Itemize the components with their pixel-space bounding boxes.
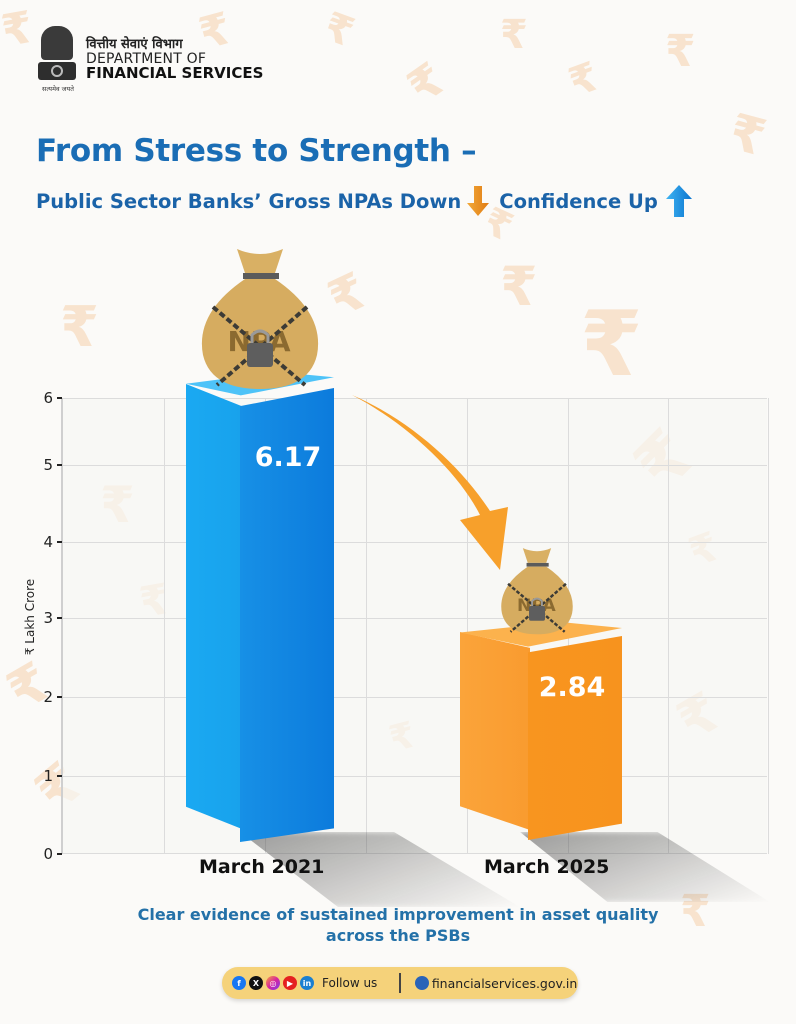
y-tick: 4 — [38, 533, 62, 551]
x-label-march-2021: March 2021 — [199, 856, 325, 878]
chart-caption: Clear evidence of sustained improvement … — [0, 905, 796, 947]
emblem-motto: सत्यमेव जयते — [42, 85, 74, 93]
npa-bar-chart: 6 5 4 3 2 1 0 ₹ Lakh Crore 6.17 2.84 NPA — [23, 249, 770, 907]
caption-line-2: across the PSBs — [325, 925, 471, 945]
bar-value-label: 2.84 — [538, 672, 606, 703]
npa-money-bag-icon: NPA — [501, 548, 573, 635]
y-tick: 0 — [38, 845, 62, 863]
y-tick: 1 — [38, 767, 62, 785]
globe-icon — [414, 976, 429, 990]
npa-money-bag-icon: NPA — [201, 249, 319, 389]
y-tick: 2 — [38, 688, 62, 706]
y-tick: 6 — [38, 389, 62, 407]
y-tick: 5 — [38, 456, 62, 474]
website-link[interactable]: financialservices.gov.in — [431, 975, 578, 991]
national-emblem-icon: सत्यमेव जयते — [36, 26, 78, 94]
x-icon[interactable]: X — [249, 976, 263, 990]
department-name: FINANCIAL SERVICES — [86, 64, 264, 83]
department-brand: सत्यमेव जयते वित्तीय सेवाएं विभाग DEPART… — [36, 26, 263, 94]
subtitle-confidence-up: Confidence Up — [499, 189, 658, 213]
instagram-icon[interactable]: ◎ — [266, 976, 280, 990]
y-tick: 3 — [38, 609, 62, 627]
y-axis-label: ₹ Lakh Crore — [23, 578, 38, 656]
follow-us-label: Follow us — [322, 976, 378, 990]
footer-social-bar: f X ◎ ▶ in Follow us financialservices.g… — [222, 967, 578, 999]
youtube-icon[interactable]: ▶ — [283, 976, 297, 990]
caption-line-1: Clear evidence of sustained improvement … — [137, 905, 659, 924]
subtitle-npa-down: Public Sector Banks’ Gross NPAs Down — [36, 189, 462, 213]
bar-march-2025: 2.84 — [460, 622, 622, 840]
decline-arrow-icon — [352, 395, 508, 570]
arrow-up-icon — [665, 185, 692, 217]
department-name-hindi: वित्तीय सेवाएं विभाग — [86, 36, 183, 52]
facebook-icon[interactable]: f — [232, 976, 246, 990]
page-subtitle: Public Sector Banks’ Gross NPAs Down Con… — [36, 185, 692, 217]
bar-value-label: 6.17 — [254, 442, 322, 473]
x-label-march-2025: March 2025 — [484, 856, 610, 878]
footer-divider — [399, 973, 401, 993]
page-title: From Stress to Strength – — [36, 133, 477, 169]
bar-march-2021: 6.17 — [186, 372, 334, 842]
linkedin-icon[interactable]: in — [300, 976, 314, 990]
department-label: DEPARTMENT OF — [86, 50, 207, 67]
arrow-down-icon — [467, 186, 490, 216]
